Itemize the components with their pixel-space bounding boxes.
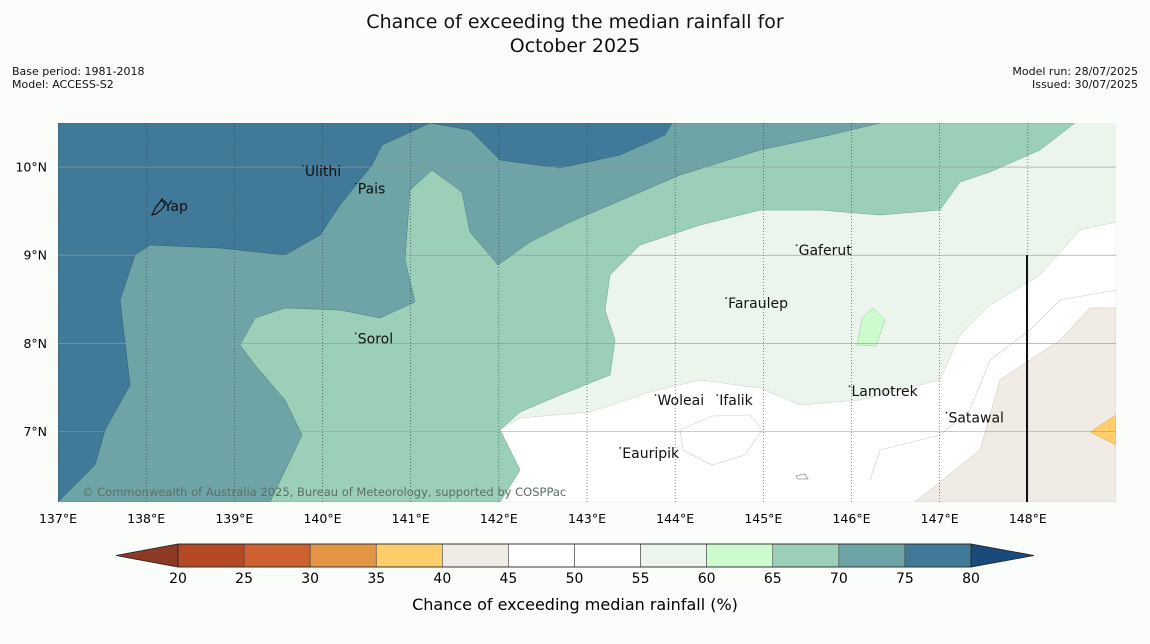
longitude-label: 145°E [744,511,782,526]
colorbar-swatch [838,543,906,568]
colorbar-tick-label: 40 [433,571,451,587]
place-label: Gaferut [799,243,853,259]
colorbar-tick-label: 45 [500,571,518,587]
colorbar-under-arrow [115,543,179,568]
contour-line-45 [869,289,1116,481]
region-45-55 [499,221,1116,502]
longitude-label: 144°E [656,511,694,526]
latitude-label: 7°N [23,424,47,439]
colorbar-swatch [706,543,774,568]
longitude-label: 147°E [921,511,959,526]
base-period: Base period: 1981-2018 [12,65,145,78]
place-label: Lamotrek [852,384,919,400]
region-above-80 [58,123,431,502]
colorbar-tick-label: 65 [764,571,782,587]
longitude-label: 148°E [1009,511,1047,526]
place-label: Yap [163,199,188,215]
attribution-text: © Commonwealth of Australia 2025, Bureau… [82,485,566,499]
longitude-label: 146°E [832,511,870,526]
meta-left: Base period: 1981-2018 Model: ACCESS-S2 [12,65,144,91]
colorbar-swatch [177,543,245,568]
place-label: Satawal [948,411,1003,427]
colorbar-tick-label: 30 [301,571,319,587]
graticule-lines [58,123,1116,502]
colorbar-swatch [243,543,311,568]
title-line-2: October 2025 [509,35,641,57]
place-label: Pais [358,182,386,198]
island-marker [354,332,357,335]
colorbar: 20 25 30 35 40 45 50 55 60 65 70 75 80 [115,543,1035,587]
island-marker [795,244,798,247]
region-35-40 [1089,414,1116,446]
colorbar-swatch [640,543,707,568]
island-marker [945,411,948,414]
colorbar-tick-label: 50 [566,571,584,587]
colorbar-swatch [442,543,509,568]
latitude-label: 8°N [23,336,47,351]
place-label: Faraulep [728,296,788,312]
colorbar-tick-label: 60 [698,571,716,587]
island-marker [619,447,622,449]
model-name: Model: ACCESS-S2 [12,78,114,91]
island-marker [725,297,727,299]
latitude-label: 10°N [15,160,47,175]
contour-line-50 [679,414,763,466]
colorbar-tick-label: 70 [830,571,848,587]
colorbar-label: Chance of exceeding median rainfall (%) [412,595,738,614]
island-marker [301,164,304,167]
colorbar-over-arrow [970,543,1035,568]
colorbar-swatch [574,543,641,568]
colorbar-tick-label: 55 [632,571,650,587]
colorbar-swatch [309,543,377,568]
colorbar-tick-label: 35 [367,571,385,587]
region-65-70-patch [856,307,886,347]
island-marker [354,182,357,185]
meta-right: Model run: 28/07/2025 Issued: 30/07/2025 [1012,65,1138,91]
colorbar-frame [177,543,972,568]
title-line-1: Chance of exceeding the median rainfall … [366,11,784,33]
map-title: Chance of exceeding the median rainfall … [0,10,1150,58]
yap-island-shape [150,197,166,216]
longitude-label: 143°E [568,511,606,526]
region-80-inset [429,123,673,169]
probability-contours: Ulithi Pais Yap Gaferut Faraulep Sorol Lamotre… [58,123,1116,502]
reef-mark [795,473,809,480]
longitude-label: 138°E [127,511,165,526]
colorbar-tick-label: 75 [896,571,914,587]
colorbar-tick-label: 80 [962,571,980,587]
place-label: Sorol [358,331,393,347]
island-marker [848,385,851,388]
colorbar-tick-label: 25 [235,571,253,587]
place-label: Ifalik [719,393,753,409]
axis-labels: 137°E 138°E 139°E 140°E 141°E 142°E 143°E 144°E… [15,160,1046,526]
colorbar-swatch [772,543,840,568]
longitude-label: 140°E [303,511,341,526]
colorbar-tick-label: 20 [169,571,187,587]
colorbar-swatch [375,543,443,568]
place-label: Ulithi [305,164,341,180]
model-run: Model run: 28/07/2025 [1012,65,1138,78]
place-label: Woleai [658,393,705,409]
longitude-label: 142°E [480,511,518,526]
longitude-label: 137°E [39,511,77,526]
latitude-label: 9°N [23,248,47,263]
longitude-label: 141°E [392,511,430,526]
colorbar-swatch [904,543,972,568]
island-marker [716,394,719,396]
longitude-label: 139°E [215,511,253,526]
place-labels: Ulithi Pais Yap Gaferut Faraulep Sorol Lamotre… [160,164,1004,462]
island-marker [654,394,657,396]
issued-date: Issued: 30/07/2025 [1031,78,1138,91]
region-40-45 [914,307,1116,502]
colorbar-swatch [508,543,575,568]
place-label: Eauripik [622,446,680,462]
